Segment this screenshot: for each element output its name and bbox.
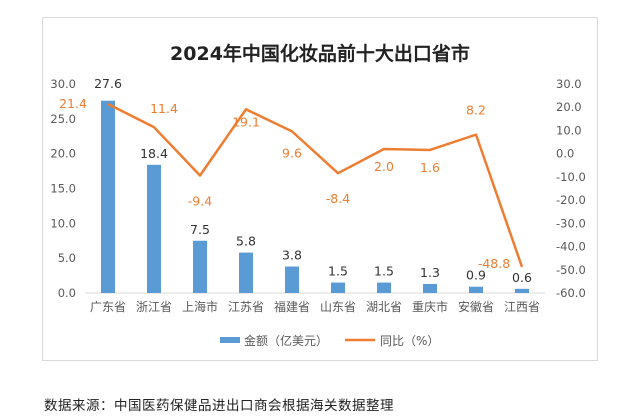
bar-value-label: 3.8 [282,248,302,263]
line-value-label: -8.4 [326,191,350,206]
y-right-tick-label: -30.0 [556,216,586,230]
x-category-label: 广东省 [90,300,126,314]
bar-value-label: 7.5 [190,222,210,237]
x-category-label: 上海市 [182,299,218,314]
bar-value-label: 5.8 [236,234,256,249]
line-value-label: 11.4 [150,101,178,116]
line-value-label: -48.8 [478,256,510,271]
bar-value-label: 1.3 [420,265,440,280]
y-right-tick-label: -40.0 [556,240,586,254]
bar [515,288,529,293]
y-left-tick-label: 20.0 [50,147,76,161]
bar-value-label: 27.6 [94,76,122,91]
y-right-tick-label: 0.0 [556,147,574,161]
y-left-tick-label: 30.0 [50,77,76,91]
legend-label: 同比（%） [380,334,439,348]
bar [239,252,253,293]
bar-value-label: 0.6 [512,270,532,285]
line-value-label: -9.4 [188,193,212,208]
bar [377,282,391,293]
bar [101,100,115,293]
line-value-label: 19.1 [232,114,260,129]
bar [193,240,207,293]
bar [469,286,483,293]
chart-frame [42,17,598,361]
x-category-label: 山东省 [320,300,356,314]
y-right-tick-label: -20.0 [556,193,586,207]
y-right-tick-label: 20.0 [556,100,582,114]
y-right-tick-label: 30.0 [556,77,582,91]
y-right-tick-label: -60.0 [556,286,586,300]
chart-title: 2024年中国化妆品前十大出口省市 [170,42,470,65]
y-left-tick-label: 25.0 [50,112,76,126]
line-value-label: 21.4 [59,96,87,111]
x-category-label: 浙江省 [136,300,172,314]
y-left-tick-label: 10.0 [50,216,76,230]
y-right-tick-label: -50.0 [556,263,586,277]
y-left-tick-label: 15.0 [50,182,76,196]
bar [423,283,437,293]
x-category-label: 福建省 [274,299,310,314]
x-category-label: 重庆市 [412,299,448,314]
x-category-label: 湖北省 [366,299,402,314]
x-category-label: 江西省 [504,300,540,314]
x-category-label: 江苏省 [228,300,264,314]
bar [285,266,299,293]
legend-label: 金额（亿美元） [244,333,328,348]
bar-value-label: 1.5 [374,264,394,279]
y-left-tick-label: 0.0 [58,286,76,300]
growth-line [107,102,524,268]
bar [331,282,345,293]
line-value-label: 1.6 [420,160,440,175]
y-left-tick-label: 5.0 [58,251,76,265]
source-note: 数据来源：中国医药保健品进出口商会根据海关数据整理 [44,398,394,414]
line-value-label: 8.2 [466,103,486,118]
y-right-tick-label: -10.0 [556,170,586,184]
line-value-label: 2.0 [374,159,394,174]
y-right-tick-label: 10.0 [556,123,582,137]
bar-value-label: 0.9 [466,268,486,283]
bar-value-label: 1.5 [328,264,348,279]
legend-swatch-bar [220,337,240,343]
bar [147,164,161,293]
combo-chart: 2024年中国化妆品前十大出口省市 0.0 5.0 10.0 15.0 20.0 25.0… [50,42,586,348]
x-category-label: 安徽省 [458,299,494,314]
line-value-label: 9.6 [282,145,302,160]
bar-value-label: 18.4 [140,146,168,161]
